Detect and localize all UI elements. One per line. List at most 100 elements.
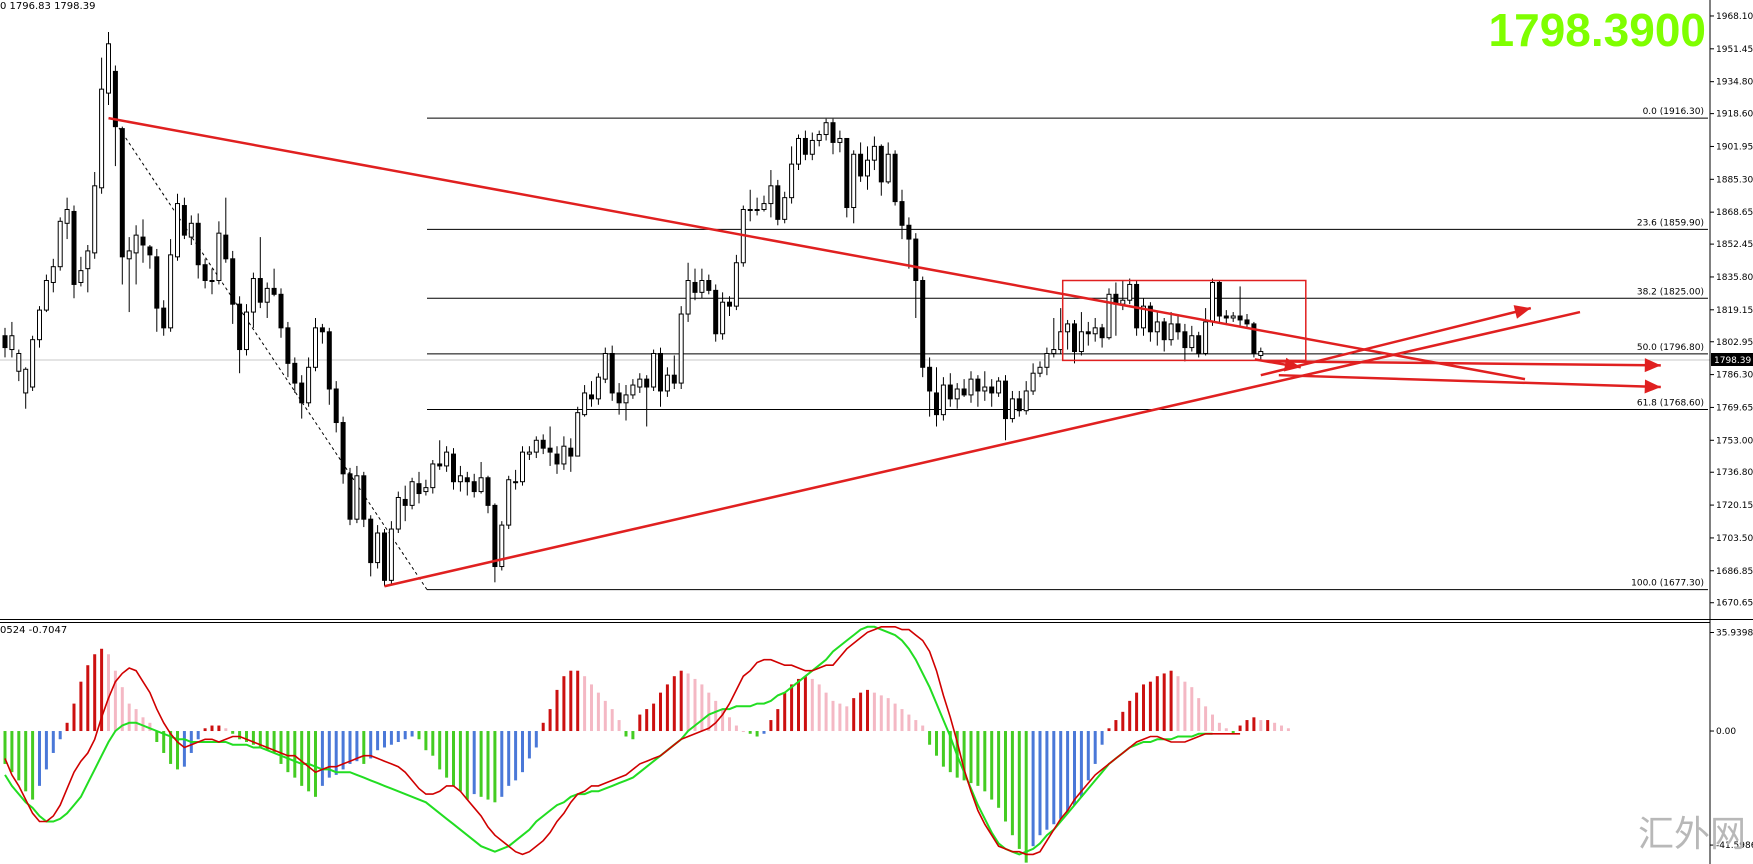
arrow-shaft <box>1270 360 1661 367</box>
candle <box>444 446 450 472</box>
candle <box>816 130 822 147</box>
bear-candle-body <box>285 327 291 364</box>
bull-candle-body <box>651 352 657 388</box>
macd-axis[interactable]: 35.9398 0.00 -41.5986 <box>1710 628 1753 851</box>
bear-candle-body <box>333 388 339 424</box>
bull-candle-body <box>1106 293 1112 339</box>
candle <box>651 349 657 391</box>
candle <box>844 137 850 218</box>
histogram-bar <box>976 731 980 786</box>
histogram-bar <box>86 665 90 732</box>
candle <box>1072 319 1077 364</box>
candle <box>1216 280 1222 324</box>
candle <box>216 221 222 285</box>
histogram-bar <box>679 670 683 732</box>
bull-candle-body <box>1127 283 1133 301</box>
bear-candle-body <box>775 185 781 220</box>
bear-candle-body <box>119 128 125 258</box>
candle <box>326 327 332 405</box>
candle <box>1009 390 1015 423</box>
bear-candle-body <box>271 287 277 295</box>
bull-candle-body <box>409 481 415 506</box>
candle <box>733 254 739 311</box>
candle <box>561 436 567 470</box>
histogram-bar <box>100 648 104 732</box>
histogram-bar <box>300 731 304 786</box>
arrow-up <box>1260 305 1532 377</box>
bull-candle-body <box>1092 327 1098 335</box>
histogram-bar <box>893 703 897 732</box>
bear-candle-body <box>906 224 912 240</box>
bull-candle-body <box>1203 321 1209 354</box>
price-tick-label: 1786.30 <box>1716 371 1753 381</box>
histogram-bar <box>707 692 711 732</box>
histogram-bar <box>714 700 718 732</box>
bull-candle-body <box>699 280 705 293</box>
bear-candle-body <box>920 280 926 368</box>
candle <box>1168 312 1174 346</box>
bull-candle-body <box>968 378 974 396</box>
bear-candle-body <box>961 388 967 396</box>
candle <box>382 529 387 587</box>
histogram-bar <box>583 676 587 732</box>
candle <box>975 375 981 407</box>
bull-candle-body <box>595 376 601 400</box>
histogram-bar <box>941 731 945 767</box>
candle <box>271 268 277 297</box>
histogram-bar <box>479 731 483 797</box>
bull-candle-body <box>1078 331 1084 353</box>
bear-candle-body <box>181 205 187 236</box>
histogram-bar <box>169 731 173 764</box>
histogram-bar <box>1017 731 1021 849</box>
histogram-bar <box>969 731 973 784</box>
histogram-bar <box>1148 681 1152 732</box>
histogram-bar <box>866 689 869 732</box>
bear-candle-body <box>1251 323 1257 354</box>
histogram-bar <box>383 731 386 748</box>
histogram-bar <box>1197 698 1201 732</box>
price-tick-label: 1736.80 <box>1716 468 1753 478</box>
histogram-bar <box>1162 673 1166 732</box>
support-trendline <box>384 310 1581 588</box>
bull-candle-body <box>99 88 105 189</box>
bear-candle-body <box>1196 335 1202 354</box>
candle <box>347 467 353 526</box>
bull-candle-body <box>244 311 249 351</box>
histogram-bar <box>500 731 504 797</box>
bear-candle-body <box>658 352 663 392</box>
bull-candle-body <box>444 451 450 467</box>
histogram-bar <box>148 722 152 732</box>
candle <box>195 213 201 279</box>
histogram-bar <box>452 731 455 786</box>
bull-candle-body <box>430 463 436 489</box>
bear-candle-body <box>609 352 615 394</box>
bull-candle-body <box>188 222 194 238</box>
histogram-bar <box>162 731 166 753</box>
bear-candle-body <box>934 392 939 416</box>
price-axis[interactable]: 1968.10 1951.45 1934.80 1918.60 1901.95 1885.… <box>1710 12 1753 609</box>
histogram-bar <box>948 731 952 773</box>
histogram-bar <box>1128 700 1132 732</box>
candle <box>181 197 187 240</box>
bear-candle-body <box>451 453 456 483</box>
candle <box>782 191 788 224</box>
bull-candle-body <box>733 262 739 307</box>
bear-candle-body <box>147 246 153 256</box>
candle <box>699 268 705 299</box>
histogram-bar <box>900 709 904 732</box>
candle <box>609 345 615 401</box>
bull-candle-body <box>602 352 608 380</box>
histogram-bar <box>700 684 704 732</box>
candle <box>1154 312 1160 346</box>
candle <box>313 317 318 372</box>
price-tick-label: 1918.60 <box>1716 110 1753 120</box>
histogram-bar <box>1073 731 1076 806</box>
histogram-bar <box>258 731 262 748</box>
histogram-bar <box>631 731 635 740</box>
candle <box>1037 361 1043 378</box>
trend-overlays <box>108 116 1661 588</box>
bear-candle-body <box>1085 331 1091 335</box>
candle <box>1230 312 1236 322</box>
histogram-bar <box>1114 720 1118 732</box>
candle <box>1203 308 1209 356</box>
